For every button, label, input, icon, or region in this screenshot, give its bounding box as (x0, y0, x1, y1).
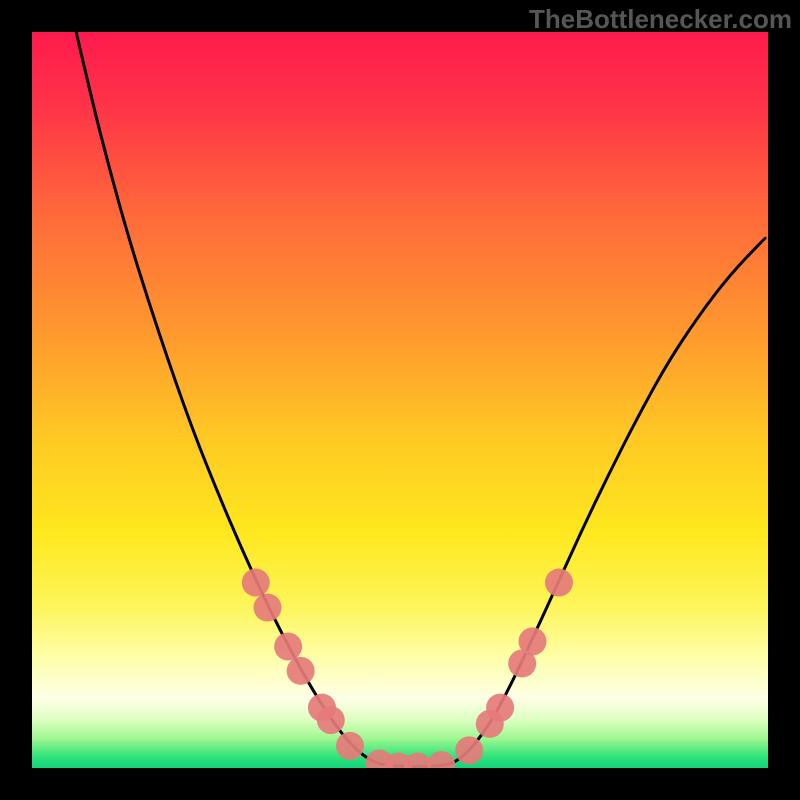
data-marker (317, 706, 345, 734)
data-marker (486, 694, 514, 722)
chart-svg (32, 32, 768, 768)
data-marker (287, 657, 315, 685)
data-marker (254, 594, 282, 622)
data-marker (455, 736, 483, 764)
data-marker (242, 569, 270, 597)
plot-area (32, 32, 768, 768)
data-marker (518, 627, 546, 655)
background-gradient (32, 32, 768, 768)
data-marker (336, 732, 364, 760)
data-marker (545, 569, 573, 597)
data-marker (274, 633, 302, 661)
watermark-text: TheBottlenecker.com (529, 4, 792, 35)
